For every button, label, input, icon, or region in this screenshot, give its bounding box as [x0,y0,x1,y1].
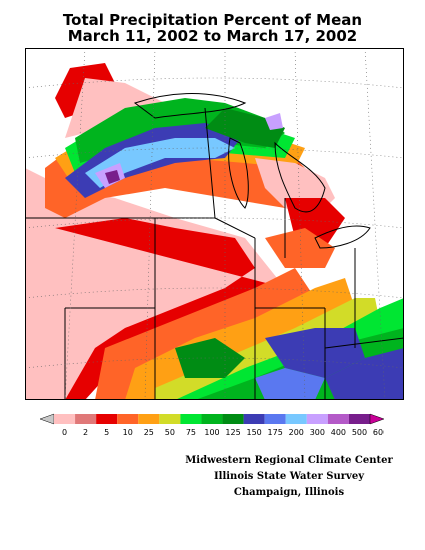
legend-arrow-low [40,413,55,425]
map-title-line-1: Total Precipitation Percent of Mean [62,11,363,29]
band-lavender-east [265,113,283,130]
legend-label: 10 [123,428,133,437]
legend-label: 400 [331,428,346,437]
legend-label: 175 [268,428,283,437]
color-legend: 02510255075100125150175200300400500600 [40,413,384,437]
legend-swatch [159,414,181,424]
legend-label: 125 [225,428,240,437]
legend-swatch [75,414,97,424]
legend-swatch [138,414,160,424]
map-title-line-2: March 11, 2002 to March 17, 2002 [67,27,358,45]
legend-swatch [348,414,370,424]
band-blue-south [265,328,365,378]
legend-swatch [285,414,307,424]
legend-label: 150 [246,428,261,437]
legend-label: 500 [352,428,367,437]
band-orange-east [265,228,335,268]
legend-label: 0 [62,428,67,437]
credit-line-1: Midwestern Regional Climate Center [185,455,393,466]
legend-swatch [117,414,139,424]
legend-swatch [96,414,118,424]
legend-label: 300 [310,428,325,437]
legend-label: 2 [83,428,88,437]
legend-swatch [243,414,265,424]
band-lightblue-north [85,138,235,188]
lake-erie [314,225,371,249]
lake-michigan [228,137,249,209]
legend-label: 200 [289,428,304,437]
legend-label: 100 [204,428,219,437]
lake-huron [274,141,326,213]
legend-swatch [327,414,349,424]
legend-swatch [222,414,244,424]
legend-label: 5 [104,428,109,437]
precipitation-map [25,48,404,400]
legend-label: 75 [186,428,196,437]
legend-label: 50 [165,428,175,437]
legend-swatch [264,414,286,424]
band-blue-southeast [325,348,404,400]
legend-swatch [54,414,76,424]
legend-arrow-high [369,413,384,425]
lake-superior [133,93,247,119]
legend-label: 600 [373,428,384,437]
band-purple-north [105,170,120,184]
band-lightblue-south [255,368,325,400]
legend-label: 25 [144,428,154,437]
legend-swatch [306,414,328,424]
band-forest-south [175,338,245,378]
credit-line-2: Illinois State Water Survey [213,471,365,482]
credit-line-3: Champaign, Illinois [233,487,345,498]
legend-swatch [201,414,223,424]
legend-swatch [180,414,202,424]
